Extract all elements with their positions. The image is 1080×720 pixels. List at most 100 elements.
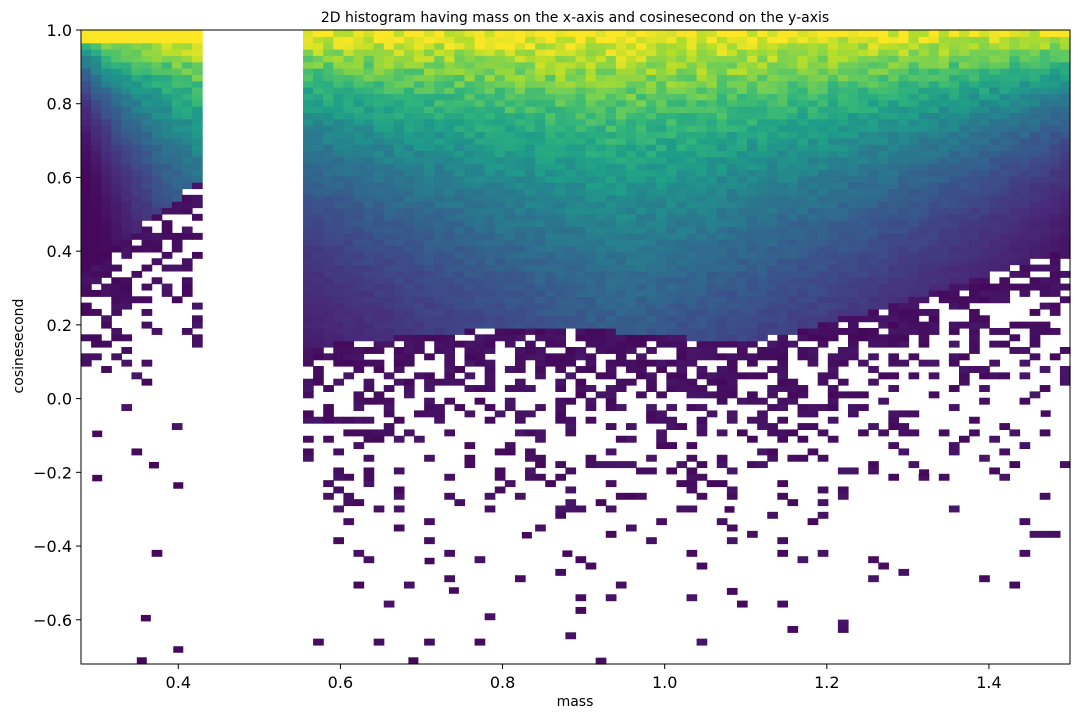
histogram-cell [484, 169, 496, 177]
histogram-cell [868, 226, 879, 234]
histogram-cell [969, 169, 980, 177]
histogram-cell [474, 201, 486, 209]
histogram-cell [676, 118, 688, 126]
histogram-cell [908, 131, 920, 139]
histogram-cell [535, 74, 546, 82]
histogram-cell [545, 258, 556, 266]
histogram-cell [969, 80, 980, 88]
histogram-cell [494, 150, 506, 158]
histogram-cell [535, 112, 546, 120]
histogram-cell [636, 340, 647, 348]
histogram-cell [716, 321, 728, 329]
histogram-cell [878, 372, 889, 380]
histogram-cell [1039, 87, 1051, 94]
histogram-cell [1049, 131, 1061, 139]
histogram-cell [999, 137, 1011, 145]
histogram-cell [969, 99, 980, 107]
histogram-cell [696, 61, 708, 69]
histogram-cell [363, 251, 375, 259]
histogram-cell [403, 232, 415, 240]
histogram-cell [1059, 283, 1071, 291]
histogram-cell [151, 144, 163, 152]
histogram-cell [373, 106, 385, 114]
histogram-cell [575, 220, 587, 228]
histogram-cell [787, 137, 799, 145]
histogram-cell [121, 226, 133, 234]
histogram-cell [1039, 68, 1051, 75]
histogram-cell [908, 410, 920, 418]
histogram-cell [161, 156, 173, 164]
histogram-cell [424, 454, 435, 462]
histogram-cell [555, 245, 567, 253]
histogram-cell [313, 213, 324, 221]
histogram-cell [535, 125, 546, 133]
histogram-cell [696, 163, 708, 171]
histogram-cell [676, 270, 688, 278]
histogram-cell [121, 49, 133, 56]
histogram-cell [555, 36, 567, 44]
histogram-cell [979, 55, 990, 63]
histogram-cell [726, 327, 738, 335]
histogram-cell [807, 36, 819, 44]
histogram-cell [323, 264, 334, 272]
histogram-cell [393, 36, 405, 44]
histogram-cell [716, 429, 728, 437]
histogram-cell [747, 182, 758, 190]
histogram-cell [787, 201, 799, 209]
histogram-cell [303, 93, 314, 101]
histogram-cell [464, 125, 476, 133]
histogram-cell [1039, 239, 1051, 247]
histogram-cell [1029, 220, 1041, 228]
histogram-cell [827, 220, 839, 228]
histogram-cell [323, 112, 334, 120]
histogram-cell [1039, 385, 1051, 392]
histogram-cell [716, 163, 728, 171]
histogram-cell [969, 74, 980, 82]
histogram-cell [474, 638, 486, 646]
histogram-cell [686, 213, 698, 221]
histogram-cell [898, 226, 910, 234]
histogram-cell [464, 169, 476, 177]
histogram-cell [525, 239, 536, 247]
histogram-cell [323, 251, 334, 259]
histogram-cell [666, 245, 678, 253]
histogram-cell [757, 55, 768, 63]
histogram-cell [898, 182, 910, 190]
histogram-cell [696, 251, 708, 259]
histogram-cell [555, 315, 567, 323]
histogram-cell [474, 302, 486, 310]
histogram-cell [605, 308, 617, 316]
histogram-cell [333, 505, 344, 513]
histogram-cell [898, 283, 910, 291]
histogram-cell [979, 283, 990, 291]
histogram-cell [858, 93, 869, 101]
histogram-cell [585, 366, 597, 373]
histogram-cell [767, 150, 778, 158]
histogram-cell [363, 188, 375, 196]
histogram-cell [1019, 397, 1031, 405]
histogram-cell [424, 144, 435, 152]
histogram-cell [605, 461, 617, 469]
histogram-cell [403, 245, 415, 253]
histogram-cell [958, 239, 970, 247]
histogram-cell [444, 194, 455, 202]
histogram-cell [565, 308, 577, 316]
histogram-cell [999, 194, 1011, 202]
histogram-cell [514, 327, 526, 335]
histogram-cell [797, 302, 809, 310]
histogram-cell [373, 264, 385, 272]
histogram-cell [1009, 232, 1021, 240]
histogram-cell [948, 277, 960, 285]
histogram-cell [757, 347, 768, 354]
histogram-cell [434, 68, 445, 75]
histogram-cell [878, 68, 889, 75]
histogram-cell [383, 169, 395, 177]
histogram-cell [928, 308, 940, 316]
histogram-cell [393, 182, 405, 190]
histogram-cell [858, 296, 869, 304]
histogram-cell [868, 378, 879, 386]
histogram-cell [161, 144, 173, 152]
histogram-cell [726, 106, 738, 114]
histogram-cell [111, 232, 122, 240]
histogram-cell [676, 150, 688, 158]
